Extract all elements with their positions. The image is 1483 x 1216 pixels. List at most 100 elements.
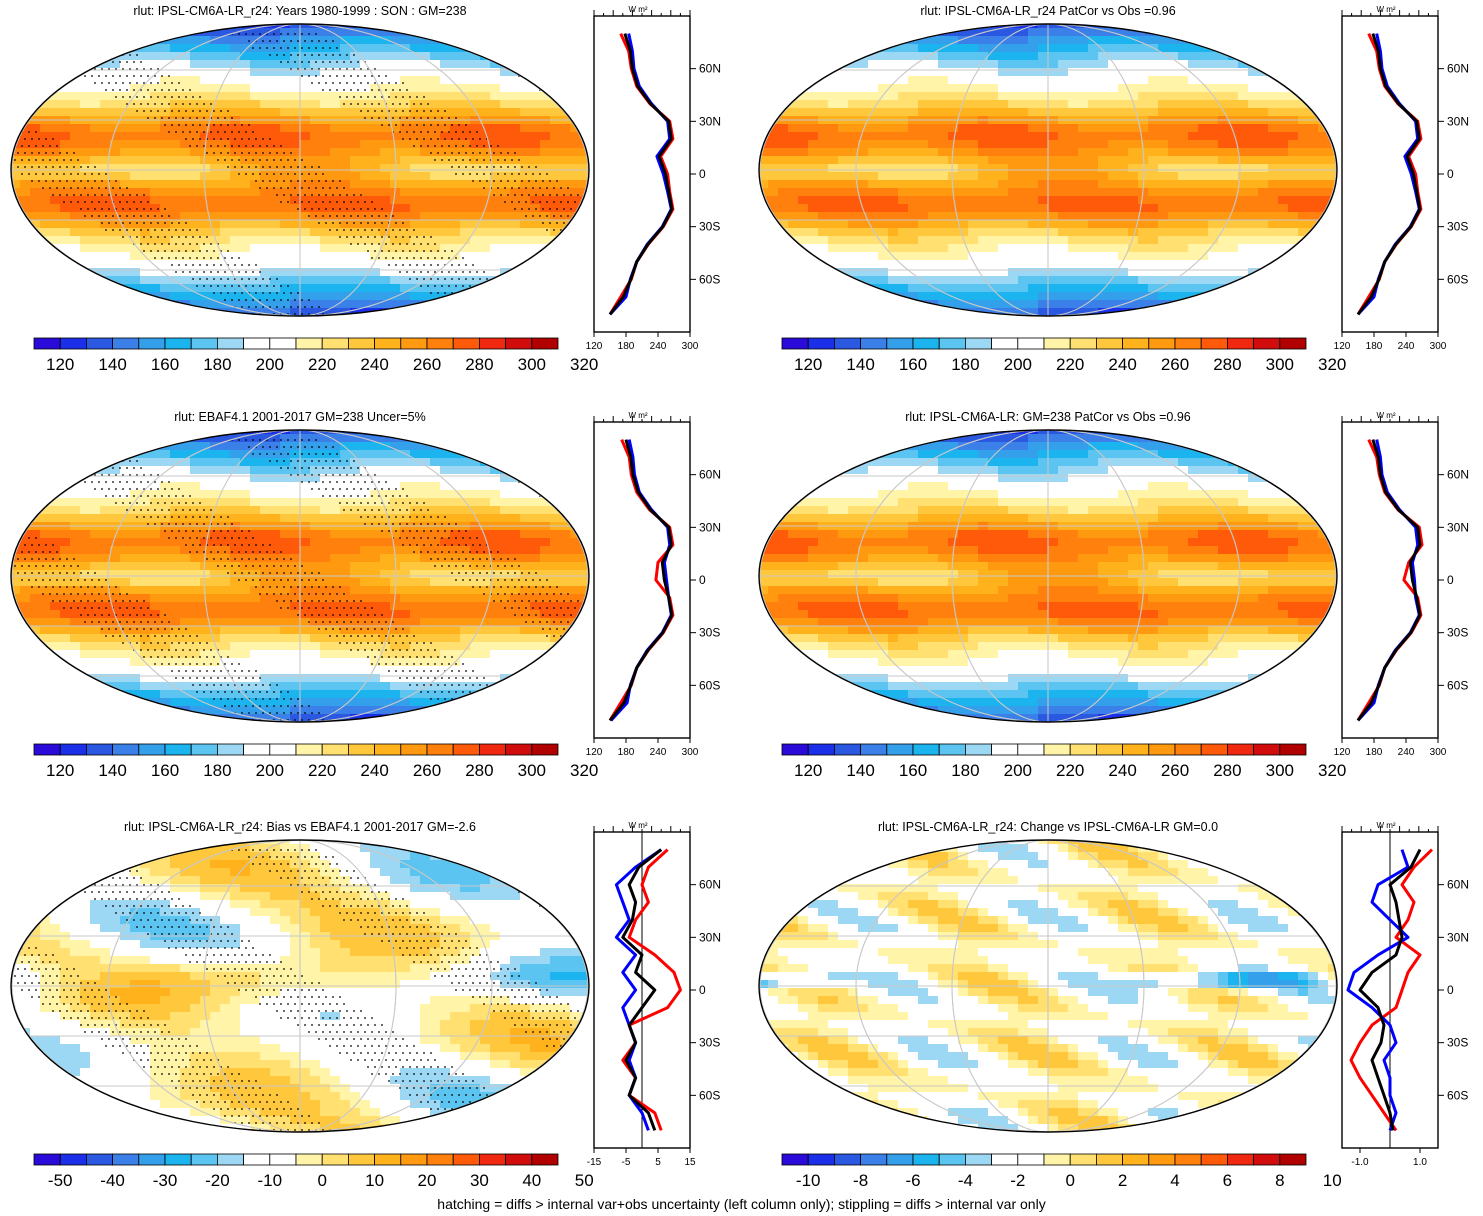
map-cell: [998, 100, 1009, 109]
map-cell: [828, 148, 839, 157]
map-cell: [1088, 84, 1099, 93]
stipple-dot: [367, 96, 369, 98]
stipple-dot: [357, 229, 359, 231]
stipple-dot: [525, 299, 527, 301]
map-cell: [490, 148, 501, 157]
lat-label: 30S: [699, 220, 720, 234]
stipple-dot: [413, 271, 415, 273]
map-cell: [958, 52, 969, 61]
map-cell: [250, 260, 261, 269]
stipple-dot: [14, 285, 16, 287]
map-cell: [210, 60, 221, 69]
stipple-dot: [269, 292, 271, 294]
map-cell: [0, 236, 11, 245]
map-cell: [560, 20, 571, 29]
map-cell: [1018, 52, 1029, 61]
map-cell: [998, 108, 1009, 117]
stipple-dot: [420, 145, 422, 147]
map-cell: [948, 84, 959, 93]
stipple-dot: [56, 61, 58, 63]
map-cell: [928, 20, 939, 29]
stipple-dot: [94, 208, 96, 210]
stipple-dot: [206, 152, 208, 154]
map-cell: [1008, 52, 1019, 61]
stipple-dot: [269, 166, 271, 168]
stipple-dot: [591, 96, 593, 98]
map-cell: [540, 308, 551, 317]
stipple-dot: [409, 124, 411, 126]
map-cell: [1318, 100, 1329, 109]
map-cell: [40, 244, 51, 253]
stipple-dot: [178, 96, 180, 98]
colorbar-swatch: [479, 338, 505, 349]
stipple-dot: [175, 257, 177, 259]
stipple-dot: [45, 166, 47, 168]
stipple-dot: [353, 82, 355, 84]
map-cell: [580, 116, 591, 125]
map-cell: [868, 68, 879, 77]
map-cell: [1118, 124, 1129, 133]
stipple-dot: [479, 278, 481, 280]
map-cell: [1108, 100, 1119, 109]
map-cell: [1098, 100, 1109, 109]
stipple-dot: [227, 250, 229, 252]
map-cell: [130, 292, 141, 301]
stipple-dot: [353, 54, 355, 56]
stipple-dot: [259, 285, 261, 287]
map-cell: [748, 156, 759, 165]
stipple-dot: [553, 61, 555, 63]
map-cell: [1038, 52, 1049, 61]
map-cell: [450, 308, 461, 317]
map-cell: [788, 148, 799, 157]
stipple-dot: [182, 117, 184, 119]
stipple-dot: [364, 243, 366, 245]
stipple-dot: [143, 222, 145, 224]
map-cell: [550, 212, 561, 221]
map-cell: [788, 156, 799, 165]
map-cell: [838, 44, 849, 53]
map-cell: [220, 180, 231, 189]
colorbar-swatch: [191, 338, 217, 349]
map-cell: [280, 300, 291, 309]
stipple-dot: [164, 124, 166, 126]
stipple-dot: [556, 208, 558, 210]
stipple-dot: [549, 222, 551, 224]
map-cell: [1018, 44, 1029, 53]
map-cell: [250, 204, 261, 213]
map-cell: [300, 76, 311, 85]
stipple-dot: [17, 292, 19, 294]
map-cell: [520, 228, 531, 237]
map-cell: [430, 84, 441, 93]
map-cell: [1318, 60, 1329, 69]
map-cell: [60, 188, 71, 197]
map-cell: [0, 68, 11, 77]
map-cell: [40, 92, 51, 101]
stipple-dot: [35, 145, 37, 147]
stipple-dot: [210, 285, 212, 287]
map-cell: [300, 196, 311, 205]
stipple-dot: [497, 145, 499, 147]
map-cell: [40, 212, 51, 221]
stipple-dot: [542, 208, 544, 210]
stipple-dot: [311, 180, 313, 182]
map-cell: [858, 44, 869, 53]
map-cell: [550, 188, 561, 197]
map-cell: [290, 316, 301, 325]
stipple-dot: [490, 285, 492, 287]
map-cell: [550, 108, 561, 117]
map-cell: [1038, 84, 1049, 93]
map-cell: [190, 44, 201, 53]
stipple-dot: [213, 110, 215, 112]
map-cell: [480, 300, 491, 309]
map-cell: [350, 92, 361, 101]
map-cell: [70, 132, 81, 141]
map-cell: [210, 140, 221, 149]
stipple-dot: [164, 250, 166, 252]
map-cell: [510, 164, 521, 173]
stipple-dot: [56, 285, 58, 287]
stipple-dot: [143, 96, 145, 98]
map-cell: [798, 76, 809, 85]
stipple-dot: [332, 54, 334, 56]
map-cell: [1138, 132, 1149, 141]
map-cell: [350, 236, 361, 245]
